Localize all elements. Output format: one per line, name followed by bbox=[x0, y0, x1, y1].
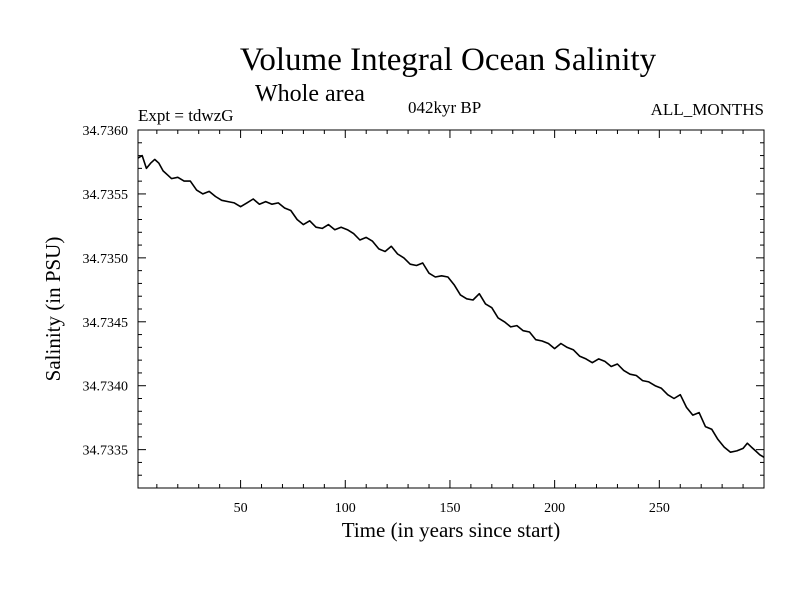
salinity-series-line bbox=[137, 154, 765, 458]
x-tick-labels: 50 100 150 200 250 bbox=[234, 501, 670, 516]
x-axis-label: Time (in years since start) bbox=[342, 518, 561, 542]
chart-title: Volume Integral Ocean Salinity bbox=[240, 42, 657, 78]
x-tick-label: 200 bbox=[544, 501, 565, 516]
y-axis-label: Salinity (in PSU) bbox=[41, 237, 65, 382]
axis-ticks bbox=[138, 129, 764, 489]
x-tick-label: 50 bbox=[234, 501, 248, 516]
period-label: 042kyr BP bbox=[408, 98, 481, 117]
y-tick-label: 34.7360 bbox=[83, 124, 129, 139]
y-tick-label: 34.7345 bbox=[83, 316, 129, 331]
plot-frame bbox=[137, 129, 765, 489]
x-tick-label: 100 bbox=[335, 501, 356, 516]
months-label: ALL_MONTHS bbox=[651, 100, 764, 119]
x-tick-label: 150 bbox=[439, 501, 460, 516]
y-tick-label: 34.7350 bbox=[83, 252, 129, 267]
y-tick-label: 34.7335 bbox=[83, 444, 129, 459]
chart-subtitle: Whole area bbox=[255, 81, 365, 107]
y-tick-label: 34.7340 bbox=[83, 380, 129, 395]
y-tick-labels: 34.7335 34.7340 34.7345 34.7350 34.7355 34.73… bbox=[83, 124, 129, 459]
x-tick-label: 250 bbox=[649, 501, 670, 516]
experiment-label: Expt = tdwzG bbox=[138, 106, 234, 125]
y-tick-label: 34.7355 bbox=[83, 188, 129, 203]
